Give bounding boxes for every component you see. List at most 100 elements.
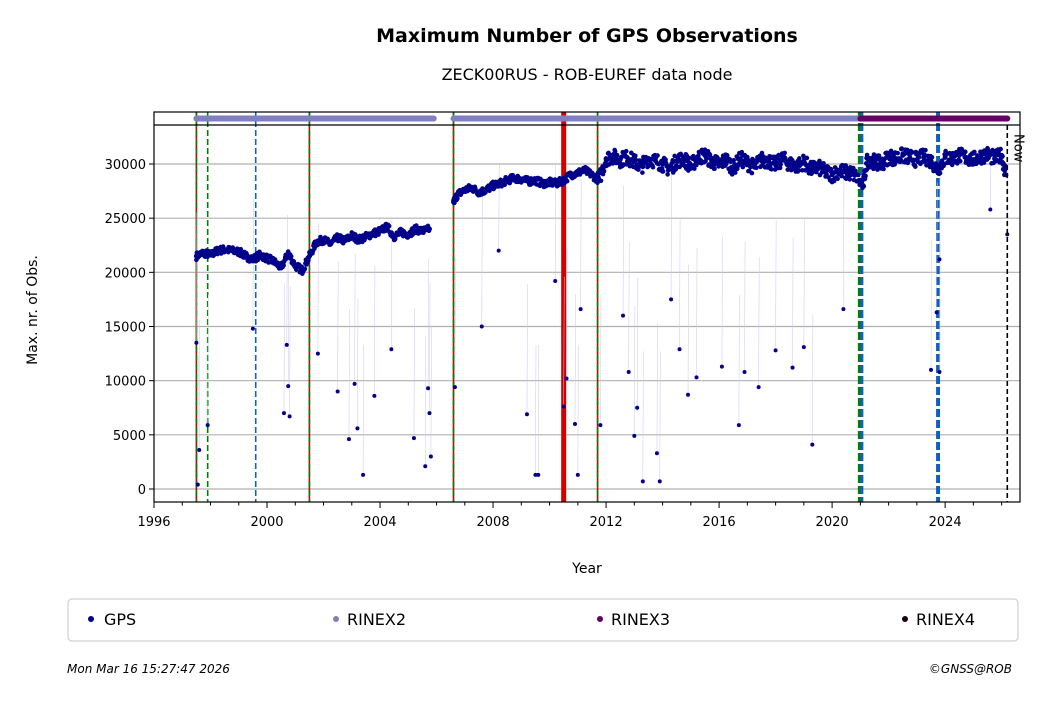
legend-marker-rinex4	[902, 616, 908, 622]
gps-outlier-point	[553, 279, 558, 283]
gps-connector	[413, 308, 415, 439]
gps-outlier-point	[496, 248, 501, 253]
gps-outlier-point	[654, 451, 659, 456]
gps-point	[215, 248, 221, 254]
gps-connector	[659, 351, 661, 482]
gps-point	[749, 170, 755, 176]
gps-outlier-point	[719, 364, 724, 369]
gps-outlier-point	[626, 370, 631, 374]
gps-connector	[374, 265, 376, 396]
gps-point	[208, 252, 214, 258]
gps-point	[732, 170, 738, 175]
gps-point	[778, 162, 783, 167]
y-axis-label: Max. nr. of Obs.	[25, 255, 41, 365]
gps-connector	[930, 239, 932, 370]
gps-connector	[287, 256, 290, 387]
gps-outlier-point	[928, 367, 933, 372]
gps-point	[921, 153, 927, 159]
gps-point	[575, 170, 581, 176]
gps-point	[292, 263, 298, 269]
gps-point	[398, 229, 404, 235]
gps-point	[970, 157, 976, 163]
gps-outlier-point	[801, 345, 806, 350]
y-tick-label: 0	[138, 483, 146, 498]
legend-label-rinex2: RINEX2	[347, 610, 406, 629]
gps-point	[875, 157, 881, 162]
gps-point	[863, 173, 868, 179]
footer-copyright: ©GNSS@ROB	[929, 662, 1012, 676]
gps-outlier-point	[197, 448, 202, 452]
gps-point	[222, 247, 228, 253]
gps-outlier-point	[524, 412, 529, 417]
gps-point	[821, 160, 826, 166]
gps-point	[490, 183, 496, 189]
gps-connector	[679, 219, 681, 350]
x-tick-label: 2024	[929, 515, 962, 530]
gps-point	[640, 170, 645, 175]
gps-point	[751, 164, 757, 170]
gps-point	[318, 234, 323, 240]
footer-timestamp: Mon Mar 16 15:27:47 2026	[67, 662, 230, 676]
gps-outlier-point	[352, 381, 357, 386]
gps-point	[335, 235, 341, 241]
gps-point	[850, 171, 856, 177]
gps-point	[610, 153, 616, 159]
y-axis-ticks: 0 5000 10000 15000 20000 25000 30000	[105, 158, 154, 498]
x-tick-label: 2016	[703, 515, 736, 530]
y-tick-label: 20000	[105, 266, 146, 281]
gps-point	[730, 165, 736, 171]
gps-connector	[696, 247, 698, 378]
gps-point	[899, 146, 905, 151]
gps-connector	[803, 217, 805, 348]
gps-point	[942, 155, 948, 160]
gps-point	[271, 259, 277, 264]
gps-points	[193, 145, 1010, 487]
gps-point	[999, 152, 1005, 158]
gps-point	[787, 161, 793, 167]
gps-point	[306, 253, 312, 259]
gps-connector	[721, 236, 723, 367]
chart-title: Maximum Number of GPS Observations	[376, 25, 798, 47]
legend-box	[67, 598, 1019, 642]
gps-outlier-point	[694, 375, 699, 380]
gps-point	[612, 149, 618, 154]
gps-outlier-point	[937, 257, 942, 262]
gps-point	[589, 172, 595, 178]
gps-point	[871, 159, 877, 165]
gps-outlier-point	[635, 405, 640, 410]
gps-connector	[454, 257, 456, 388]
gps-point	[229, 248, 235, 254]
gps-point	[601, 168, 607, 174]
gps-point	[895, 150, 900, 156]
gps-connector	[580, 179, 582, 310]
gps-connector	[196, 212, 198, 343]
gps-point	[836, 168, 842, 173]
gps-point	[949, 162, 955, 168]
gps-outlier-point	[250, 326, 255, 331]
gps-point	[193, 253, 199, 259]
gps-outlier-point	[790, 365, 795, 370]
gps-point	[985, 151, 991, 157]
gps-point	[876, 153, 882, 159]
gps-point	[285, 250, 291, 256]
gps-point	[712, 166, 717, 172]
gps-point	[709, 159, 715, 165]
gps-point	[822, 169, 828, 175]
legend-marker-gps	[88, 616, 94, 622]
gps-point	[977, 153, 983, 159]
x-tick-label: 2012	[590, 515, 623, 530]
gps-point	[937, 170, 943, 176]
gps-connector	[283, 283, 285, 414]
gps-connector	[622, 185, 624, 316]
now-marker: Now	[1006, 125, 1025, 502]
gps-point	[949, 156, 955, 162]
gps-point	[412, 226, 418, 232]
gps-point	[681, 156, 687, 162]
gps-point	[419, 228, 425, 234]
gps-outlier-point	[533, 472, 538, 477]
gps-outlier-point	[427, 411, 432, 416]
gps-point	[342, 238, 348, 244]
gps-outlier-point	[284, 342, 289, 347]
gps-connector	[936, 182, 938, 313]
gps-point	[384, 224, 390, 230]
